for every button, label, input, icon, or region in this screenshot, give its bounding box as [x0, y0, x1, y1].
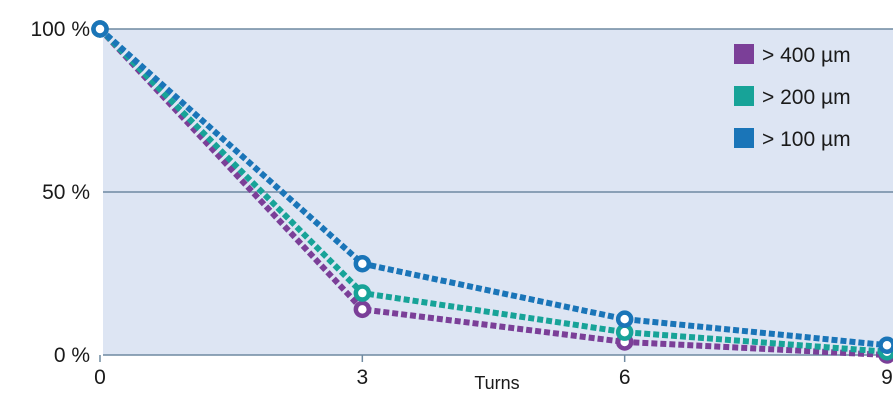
legend-swatch — [734, 44, 754, 64]
data-point-200m — [353, 284, 372, 302]
y-tick-label: 0 % — [54, 344, 90, 367]
data-point-100m — [615, 310, 634, 328]
legend-label: > 200 µm — [762, 86, 851, 109]
series-line-100m — [97, 26, 888, 349]
legend-swatch — [734, 86, 754, 106]
data-point-100m — [353, 254, 372, 273]
legend-swatch — [734, 128, 754, 148]
x-tick-label: 3 — [356, 366, 368, 389]
x-tick-label: 6 — [619, 366, 631, 389]
gridlines — [103, 28, 893, 356]
data-point-400m — [353, 300, 372, 319]
y-tick-label: 50 % — [42, 181, 90, 204]
legend-label: > 100 µm — [762, 128, 851, 151]
legend: > 400 µm > 200 µm > 100 µm — [734, 44, 851, 151]
series-group — [91, 20, 893, 364]
x-tick-label: 9 — [881, 366, 893, 389]
x-tick-label: 0 — [94, 366, 106, 389]
axes: 0 % 50 % 100 % 0 3 6 9 — [30, 18, 892, 389]
data-point-100m — [91, 20, 109, 38]
x-axis-title: Turns — [474, 373, 519, 393]
legend-label: > 400 µm — [762, 44, 851, 67]
data-point-100m — [878, 336, 893, 354]
series-line-200m — [97, 26, 888, 355]
series-line-400m — [97, 26, 888, 358]
y-tick-label: 100 % — [30, 18, 90, 41]
